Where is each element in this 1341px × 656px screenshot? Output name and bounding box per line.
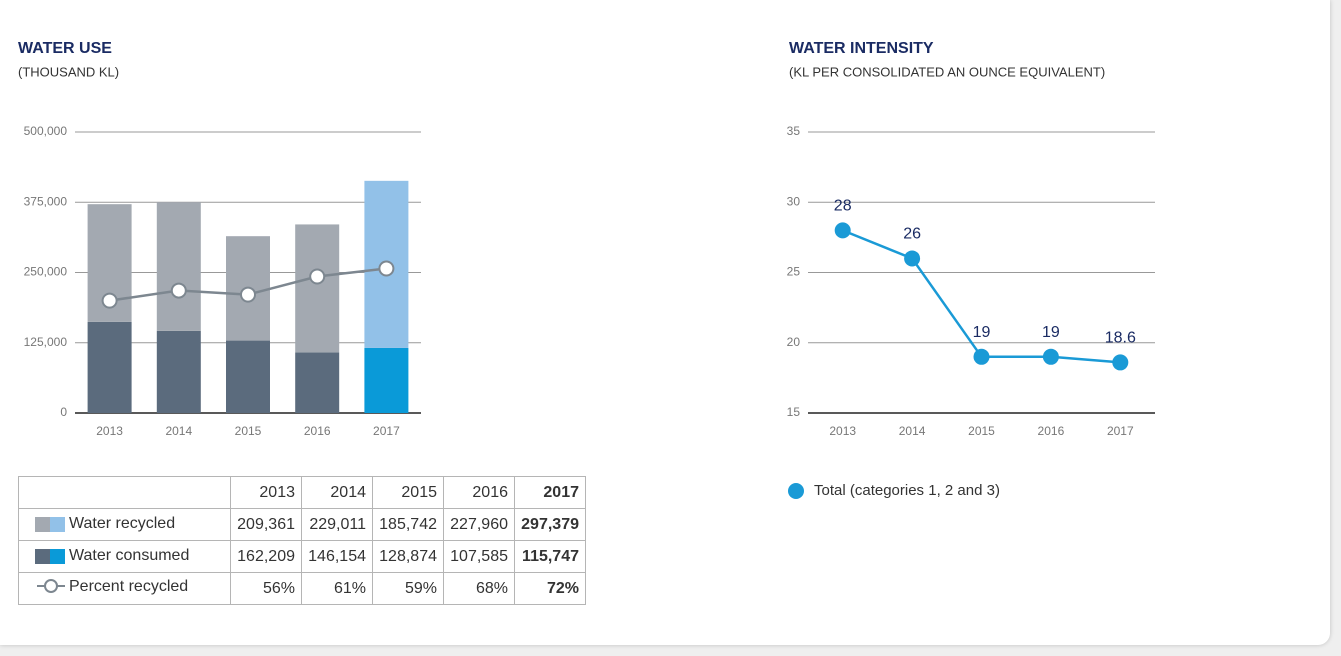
x-tick-label: 2013 (829, 424, 856, 438)
marker (1112, 354, 1129, 371)
header-cell: 2015 (372, 476, 444, 509)
value-cell: 209,361 (230, 508, 302, 541)
value-cell: 162,209 (230, 540, 302, 573)
chart-title: WATER INTENSITY (789, 40, 934, 57)
row-label: Percent recycled (69, 578, 189, 595)
value-cell: 229,011 (301, 508, 373, 541)
line-icon (37, 579, 65, 593)
value-cell: 56% (230, 572, 302, 605)
legend-icon (35, 548, 65, 567)
data-label: 18.6 (1105, 330, 1136, 347)
header-row: 2013 2014 2015 2016 2017 (18, 476, 586, 509)
header-cell: 2017 (514, 476, 586, 509)
row-label: Water recycled (69, 514, 176, 532)
data-table: 2013 2014 2015 2016 2017 Water recycled 209,36… (18, 476, 586, 605)
value-cell: 185,742 (372, 508, 444, 541)
y-tick-label: 20 (787, 335, 801, 349)
table-row: Water recycled 209,361 229,011 185,742 227,9… (18, 508, 586, 541)
bar-segment (156, 330, 201, 413)
marker (1042, 348, 1059, 365)
marker (904, 250, 921, 267)
table-row: Water consumed 162,209 146,154 128,874 107,5… (18, 540, 586, 573)
value-cell: 146,154 (301, 540, 373, 573)
table-row: Percent recycled 56% 61% 59% 68% 72% (18, 572, 586, 605)
x-tick-label: 2017 (373, 424, 400, 438)
x-tick-label: 2015 (968, 424, 995, 438)
x-tick-label: 2015 (235, 424, 262, 438)
header-cell: 2013 (230, 476, 302, 509)
data-label: 26 (903, 226, 921, 243)
y-tick-label: 375,000 (24, 194, 68, 208)
x-tick-label: 2014 (899, 424, 926, 438)
marker (834, 222, 851, 239)
bar-segment (226, 340, 270, 413)
value-cell: 297,379 (514, 508, 586, 541)
swatch (50, 548, 65, 564)
value-cell: 107,585 (443, 540, 515, 573)
percent-marker (101, 292, 118, 309)
legend-icon (35, 516, 65, 535)
y-tick-label: 30 (787, 194, 801, 208)
row-label-cell: Percent recycled (18, 572, 231, 605)
value-cell: 72% (514, 572, 586, 605)
x-tick-label: 2017 (1107, 424, 1134, 438)
bar-segment (364, 347, 409, 413)
percent-marker (240, 286, 256, 303)
header-cell (18, 476, 231, 509)
data-label: 28 (834, 198, 852, 215)
header-cell: 2014 (301, 476, 373, 509)
row-label: Water consumed (69, 546, 190, 564)
value-cell: 61% (301, 572, 373, 605)
value-cell: 128,874 (372, 540, 444, 573)
data-label: 19 (973, 324, 991, 341)
data-label: 19 (1042, 324, 1060, 341)
y-tick-label: 25 (787, 265, 801, 279)
y-tick-label: 250,000 (24, 265, 68, 279)
chart-title: WATER USE (18, 40, 112, 57)
row-label-cell: Water recycled (18, 508, 231, 541)
value-cell: 68% (443, 572, 515, 605)
bar-segment (295, 224, 340, 353)
percent-marker (309, 268, 326, 285)
swatch (35, 516, 50, 532)
y-tick-label: 125,000 (24, 335, 68, 349)
header-cell: 2016 (443, 476, 515, 509)
value-cell: 227,960 (443, 508, 515, 541)
value-cell: 59% (372, 572, 444, 605)
percent-marker (378, 260, 395, 277)
y-tick-label: 0 (60, 405, 67, 419)
value-cell: 115,747 (514, 540, 586, 573)
bar-segment (295, 352, 340, 413)
bar-segment (87, 321, 132, 413)
swatch (50, 516, 65, 532)
y-tick-label: 500,000 (24, 124, 68, 138)
legend-icon (37, 578, 65, 599)
marker (973, 348, 990, 365)
y-tick-label: 15 (787, 405, 801, 419)
x-tick-label: 2014 (165, 424, 192, 438)
chart-subtitle: (KL PER CONSOLIDATED AN OUNCE EQUIVALENT… (789, 64, 1105, 79)
legend-marker (788, 483, 804, 499)
percent-marker (170, 282, 187, 299)
legend-label: Total (categories 1, 2 and 3) (814, 482, 1000, 499)
swatch (35, 548, 50, 564)
y-tick-label: 35 (787, 124, 801, 138)
bar-segment (156, 202, 201, 331)
x-tick-label: 2016 (304, 424, 331, 438)
chart-subtitle: (THOUSAND KL) (18, 64, 119, 79)
x-tick-label: 2013 (96, 424, 123, 438)
row-label-cell: Water consumed (18, 540, 231, 573)
x-tick-label: 2016 (1038, 424, 1065, 438)
